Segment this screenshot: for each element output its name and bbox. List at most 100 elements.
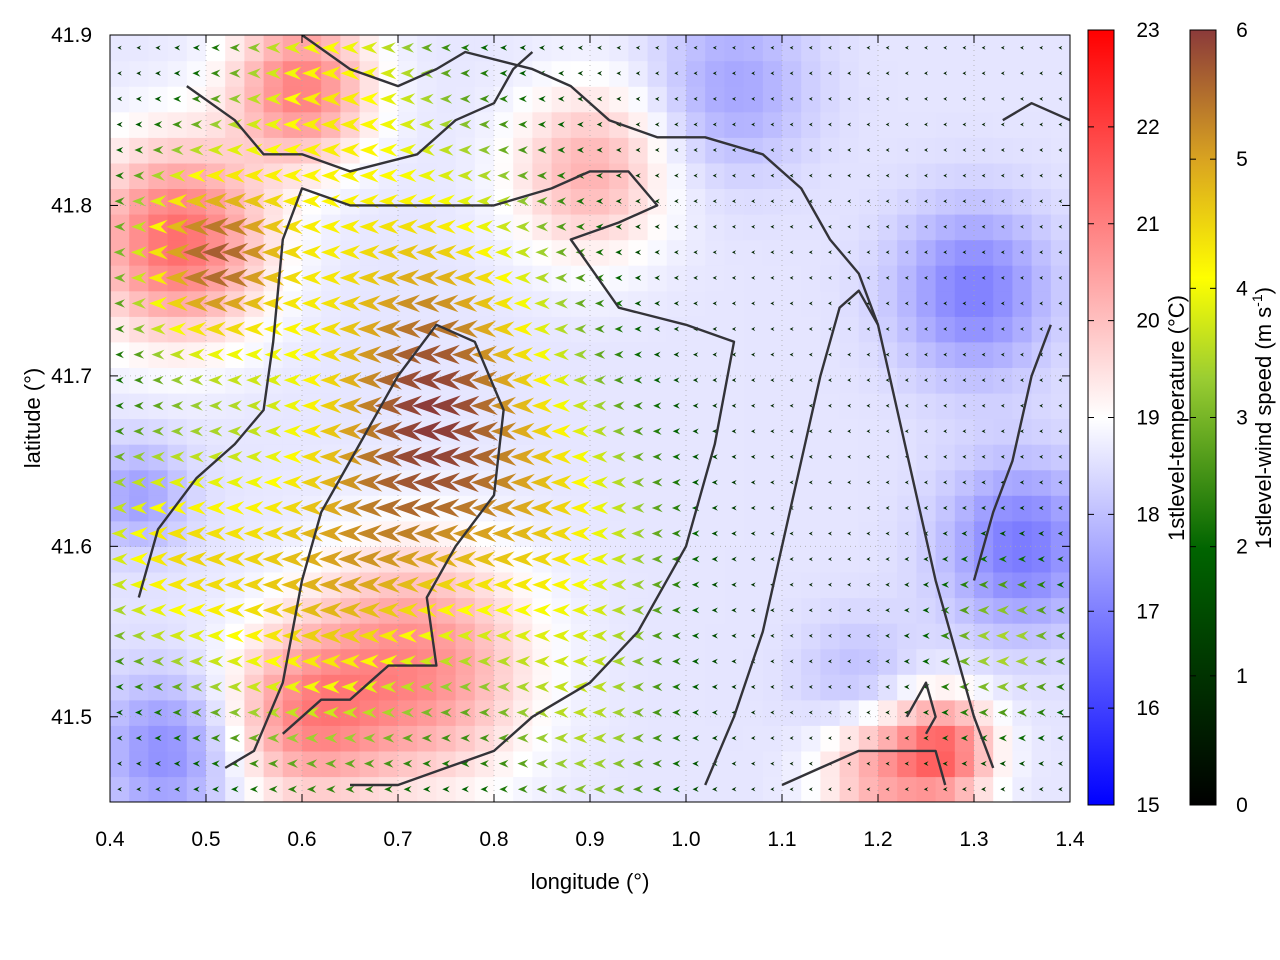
wind-arrow bbox=[393, 344, 422, 365]
wind-arrow bbox=[115, 172, 124, 180]
wind-arrow bbox=[959, 606, 970, 615]
wind-arrow bbox=[304, 733, 319, 744]
wind-arrow bbox=[471, 473, 498, 492]
wind-arrow bbox=[300, 474, 323, 491]
x-tick-label: 0.4 bbox=[95, 828, 125, 851]
wind-arrow bbox=[981, 275, 986, 280]
wind-arrow bbox=[380, 67, 397, 80]
wind-arrow bbox=[516, 733, 529, 743]
wind-arrow bbox=[789, 275, 794, 280]
wind-arrow bbox=[770, 327, 775, 332]
wind-arrow bbox=[711, 684, 718, 690]
wind-arrow bbox=[597, 45, 602, 51]
wind-arrow bbox=[672, 683, 681, 691]
wind-arrow bbox=[981, 122, 986, 127]
wind-arrow bbox=[133, 427, 145, 436]
wind-arrow bbox=[922, 607, 930, 614]
wind-arrow bbox=[943, 275, 948, 280]
wind-arrow bbox=[535, 733, 549, 744]
wind-arrow bbox=[1058, 378, 1063, 383]
wind-arrow bbox=[612, 707, 626, 718]
wind-arrow bbox=[495, 220, 512, 233]
wind-arrow bbox=[904, 607, 910, 613]
wind-arrow bbox=[1039, 122, 1044, 127]
wind-arrow bbox=[770, 633, 775, 638]
wind-arrow bbox=[962, 173, 967, 178]
wind-arrow bbox=[302, 168, 322, 183]
wind-arrow bbox=[1036, 708, 1046, 717]
wind-arrow bbox=[750, 505, 756, 511]
wind-arrow bbox=[169, 629, 186, 642]
temperature-cell bbox=[282, 35, 303, 36]
wind-arrow bbox=[113, 247, 126, 257]
wind-arrow bbox=[981, 480, 986, 485]
wind-arrow bbox=[283, 92, 302, 106]
temperature-cell bbox=[705, 35, 725, 36]
wind-arrow bbox=[789, 378, 794, 383]
wind-arrow bbox=[287, 785, 297, 793]
wind-arrow bbox=[613, 401, 625, 411]
wind-arrow bbox=[531, 551, 553, 567]
wind-arrow bbox=[398, 168, 417, 183]
wind-arrow bbox=[1039, 250, 1044, 255]
colorbar-tick-label: 0 bbox=[1236, 794, 1248, 817]
wind-arrow bbox=[770, 122, 775, 127]
wind-arrow bbox=[227, 374, 243, 386]
wind-arrow bbox=[570, 552, 590, 567]
wind-arrow bbox=[303, 706, 320, 719]
wind-arrow bbox=[751, 429, 756, 434]
wind-arrow bbox=[828, 608, 832, 613]
wind-arrow bbox=[476, 629, 493, 642]
wind-arrow bbox=[431, 446, 461, 468]
wind-arrow bbox=[770, 531, 775, 536]
wind-arrow bbox=[924, 403, 928, 408]
wind-arrow bbox=[943, 199, 948, 204]
wind-arrow bbox=[553, 348, 569, 361]
wind-arrow bbox=[732, 173, 736, 178]
temperature-cell bbox=[494, 35, 514, 36]
wind-arrow bbox=[981, 45, 986, 50]
wind-arrow bbox=[808, 736, 813, 741]
wind-arrow bbox=[320, 321, 342, 337]
wind-arrow bbox=[576, 147, 584, 154]
wind-arrow bbox=[923, 735, 929, 741]
wind-arrow bbox=[672, 734, 681, 742]
wind-arrow bbox=[593, 375, 606, 385]
wind-arrow bbox=[904, 787, 909, 792]
wind-arrow bbox=[356, 447, 383, 467]
wind-arrow bbox=[282, 322, 302, 336]
wind-arrow bbox=[379, 168, 398, 183]
wind-arrow bbox=[654, 198, 660, 204]
colorbar-tick-label: 23 bbox=[1136, 19, 1159, 42]
wind-arrow bbox=[922, 658, 930, 665]
wind-arrow bbox=[510, 499, 535, 517]
wind-arrow bbox=[653, 377, 661, 384]
wind-arrow bbox=[770, 736, 775, 741]
wind-arrow bbox=[133, 171, 145, 180]
wind-arrow bbox=[131, 298, 146, 309]
wind-arrow bbox=[174, 45, 181, 51]
wind-arrow bbox=[356, 473, 383, 492]
wind-arrow bbox=[904, 327, 909, 331]
wind-arrow bbox=[828, 301, 832, 306]
wind-arrow bbox=[492, 346, 516, 363]
temperature-cell bbox=[993, 35, 1013, 36]
wind-arrow bbox=[866, 148, 871, 153]
wind-arrow bbox=[478, 145, 491, 155]
wind-arrow bbox=[461, 786, 469, 793]
wind-arrow bbox=[613, 784, 625, 794]
wind-arrow bbox=[808, 608, 813, 613]
wind-arrow bbox=[299, 576, 324, 593]
wind-arrow bbox=[616, 71, 622, 76]
wind-arrow bbox=[885, 505, 890, 510]
wind-arrow bbox=[114, 325, 125, 333]
temperature-cell bbox=[858, 35, 879, 36]
wind-arrow bbox=[847, 148, 852, 153]
wind-arrow bbox=[866, 352, 871, 357]
wind-arrow bbox=[652, 657, 663, 666]
wind-arrow bbox=[691, 581, 700, 588]
wind-arrow bbox=[337, 524, 363, 543]
wind-arrow bbox=[227, 119, 243, 130]
contour-line bbox=[1002, 101, 1070, 122]
wind-arrow bbox=[654, 326, 661, 332]
